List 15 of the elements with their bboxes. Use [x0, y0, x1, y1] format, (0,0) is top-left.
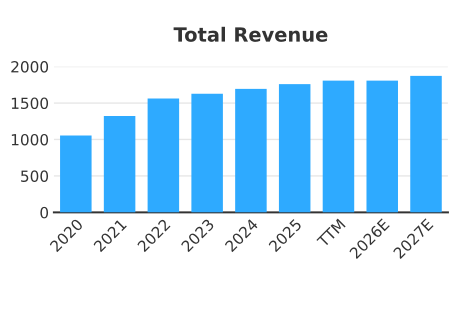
bar: [410, 76, 442, 212]
bar: [148, 98, 180, 212]
bar: [322, 80, 354, 212]
y-tick-label: 2000: [11, 61, 48, 73]
chart-title: Total Revenue: [174, 26, 328, 42]
bar: [60, 136, 92, 212]
bar: [278, 84, 310, 212]
bar: [366, 80, 398, 212]
bar: [104, 116, 136, 212]
bar: [191, 94, 223, 212]
y-tick-label: 0: [40, 206, 48, 218]
y-tick-label: 500: [21, 170, 48, 182]
bar: [235, 88, 267, 212]
y-tick-label: 1500: [12, 97, 48, 110]
y-tick-label: 1000: [12, 134, 48, 146]
